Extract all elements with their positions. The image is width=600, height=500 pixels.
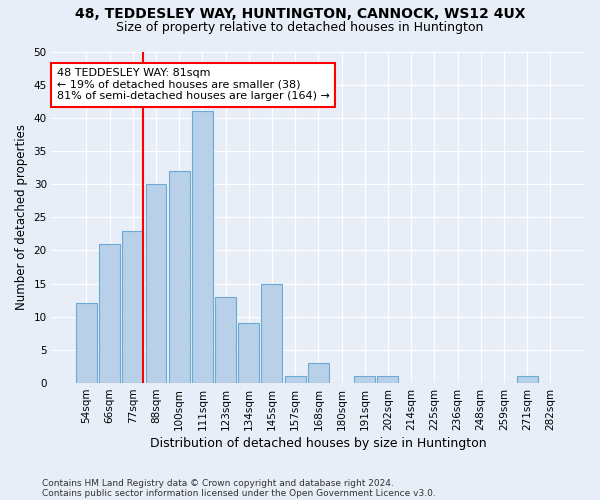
Text: 48, TEDDESLEY WAY, HUNTINGTON, CANNOCK, WS12 4UX: 48, TEDDESLEY WAY, HUNTINGTON, CANNOCK, … bbox=[75, 8, 525, 22]
Text: 48 TEDDESLEY WAY: 81sqm
← 19% of detached houses are smaller (38)
81% of semi-de: 48 TEDDESLEY WAY: 81sqm ← 19% of detache… bbox=[57, 68, 330, 102]
Text: Size of property relative to detached houses in Huntington: Size of property relative to detached ho… bbox=[116, 21, 484, 34]
Bar bbox=[354, 376, 375, 383]
Bar bbox=[377, 376, 398, 383]
Bar bbox=[215, 297, 236, 383]
Bar bbox=[146, 184, 166, 383]
Text: Contains public sector information licensed under the Open Government Licence v3: Contains public sector information licen… bbox=[42, 488, 436, 498]
Bar bbox=[262, 284, 283, 383]
Bar bbox=[517, 376, 538, 383]
Bar bbox=[308, 363, 329, 383]
X-axis label: Distribution of detached houses by size in Huntington: Distribution of detached houses by size … bbox=[150, 437, 487, 450]
Bar bbox=[169, 171, 190, 383]
Bar bbox=[99, 244, 120, 383]
Bar bbox=[192, 111, 213, 383]
Bar bbox=[76, 304, 97, 383]
Bar bbox=[122, 230, 143, 383]
Text: Contains HM Land Registry data © Crown copyright and database right 2024.: Contains HM Land Registry data © Crown c… bbox=[42, 478, 394, 488]
Bar bbox=[284, 376, 305, 383]
Bar bbox=[238, 324, 259, 383]
Y-axis label: Number of detached properties: Number of detached properties bbox=[15, 124, 28, 310]
